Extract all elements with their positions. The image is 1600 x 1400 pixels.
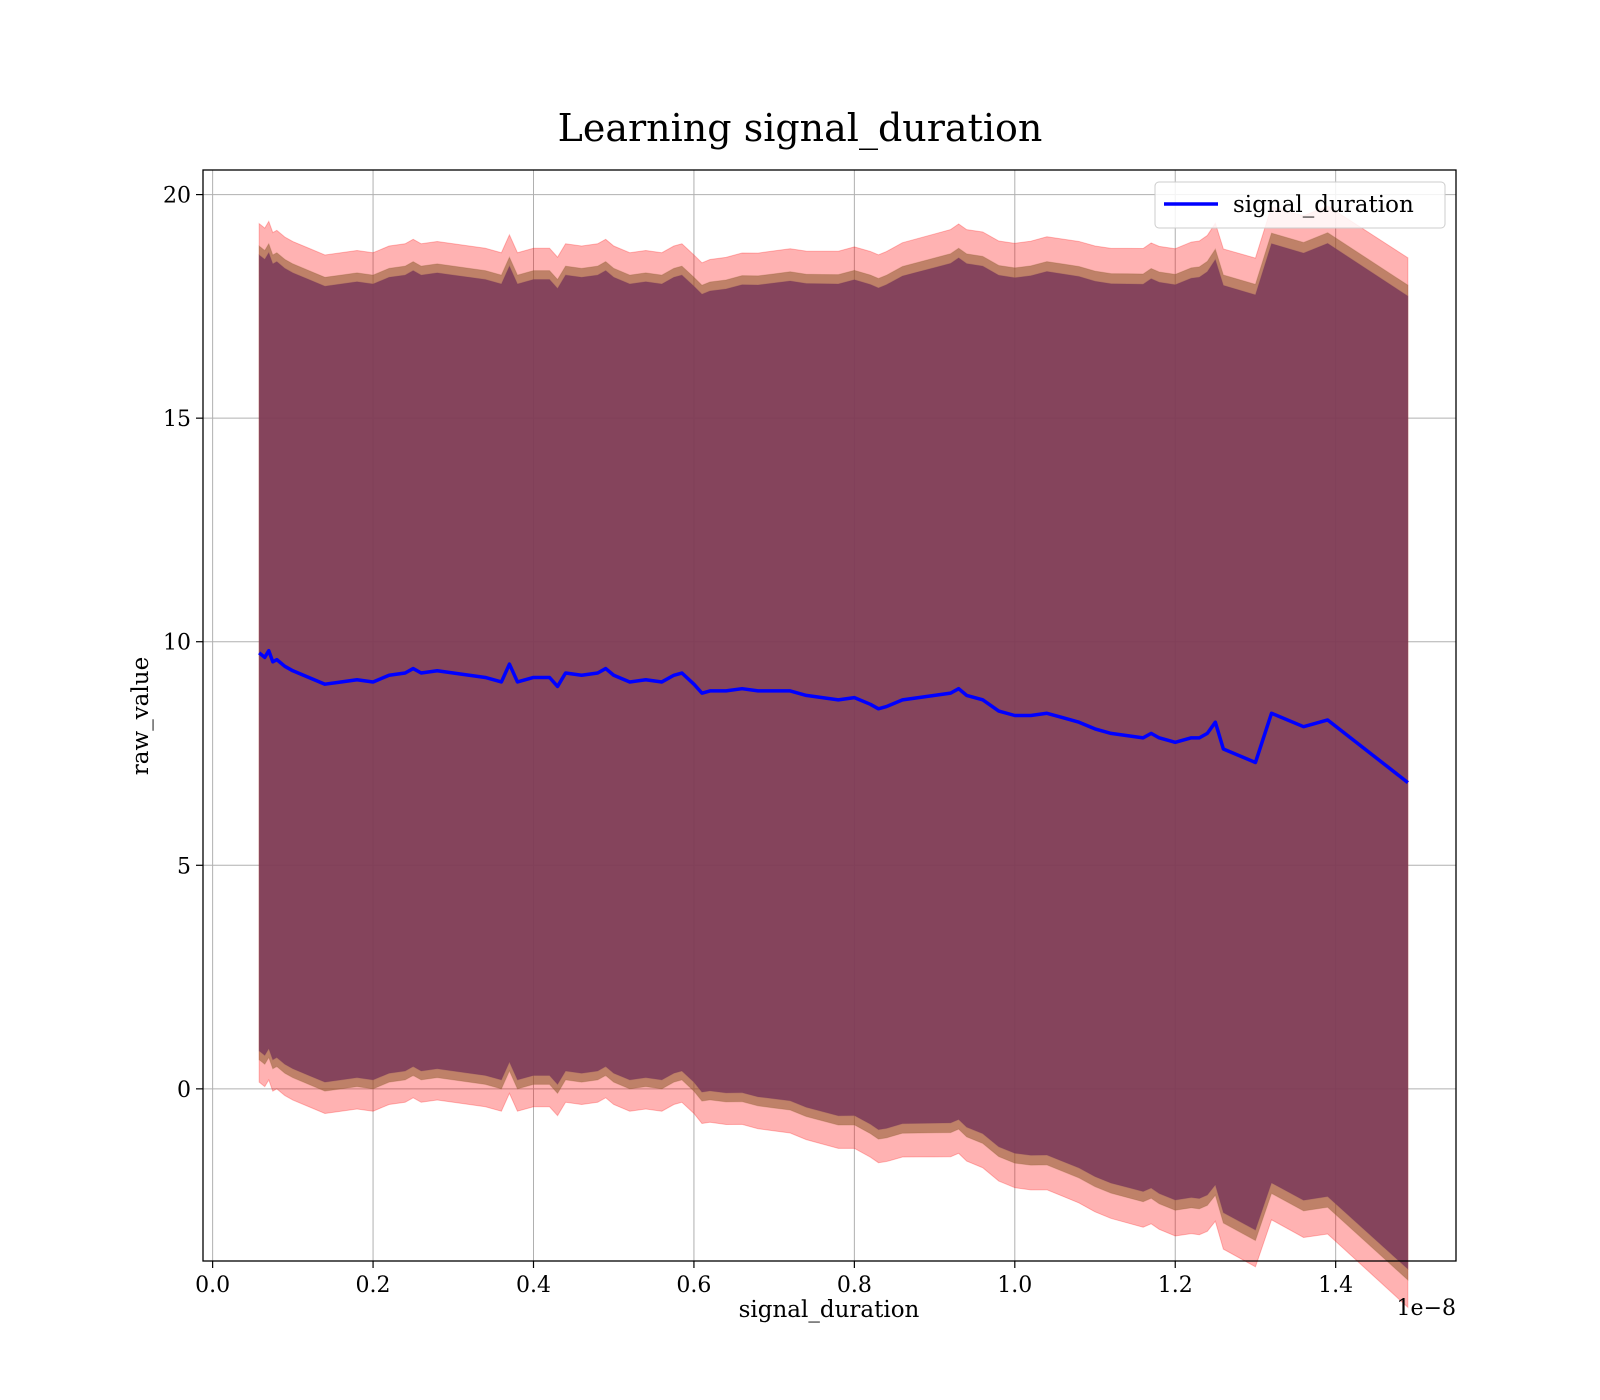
y-tick-label: 20 — [163, 184, 191, 209]
legend: signal_duration — [1154, 181, 1446, 229]
x-tick-label: 1.2 — [1158, 1273, 1193, 1298]
y-axis-label: raw_value — [128, 657, 154, 775]
x-tick-label: 0.4 — [516, 1273, 551, 1298]
y-tick-label: 0 — [177, 1078, 191, 1103]
plot-frame — [202, 169, 1457, 1262]
legend-box — [1154, 181, 1446, 229]
x-tick-label: 0.6 — [676, 1273, 711, 1298]
x-tick-label: 0.8 — [837, 1273, 872, 1298]
x-axis-label: signal_duration — [739, 1297, 920, 1323]
x-tick-label: 0.0 — [195, 1273, 230, 1298]
x-offset-label: 1e−8 — [1397, 1296, 1456, 1321]
x-tick-label: 0.2 — [356, 1273, 391, 1298]
series-line-signal-duration — [258, 648, 1409, 784]
series — [258, 648, 1409, 784]
x-axis: 0.0 0.2 0.4 0.6 0.8 1.0 1.2 1.4 — [195, 1261, 1353, 1298]
chart-title: Learning signal_duration — [558, 106, 1043, 151]
bands — [258, 205, 1409, 1309]
y-tick-label: 5 — [177, 854, 191, 879]
band-inner — [258, 242, 1409, 1271]
y-axis: 0 5 10 15 20 — [163, 184, 203, 1103]
x-tick-label: 1.0 — [997, 1273, 1032, 1298]
y-tick-label: 10 — [163, 631, 191, 656]
legend-entry-signal-duration: signal_duration — [1233, 192, 1414, 218]
y-tick-label: 15 — [163, 407, 191, 432]
x-tick-label: 1.4 — [1318, 1273, 1353, 1298]
